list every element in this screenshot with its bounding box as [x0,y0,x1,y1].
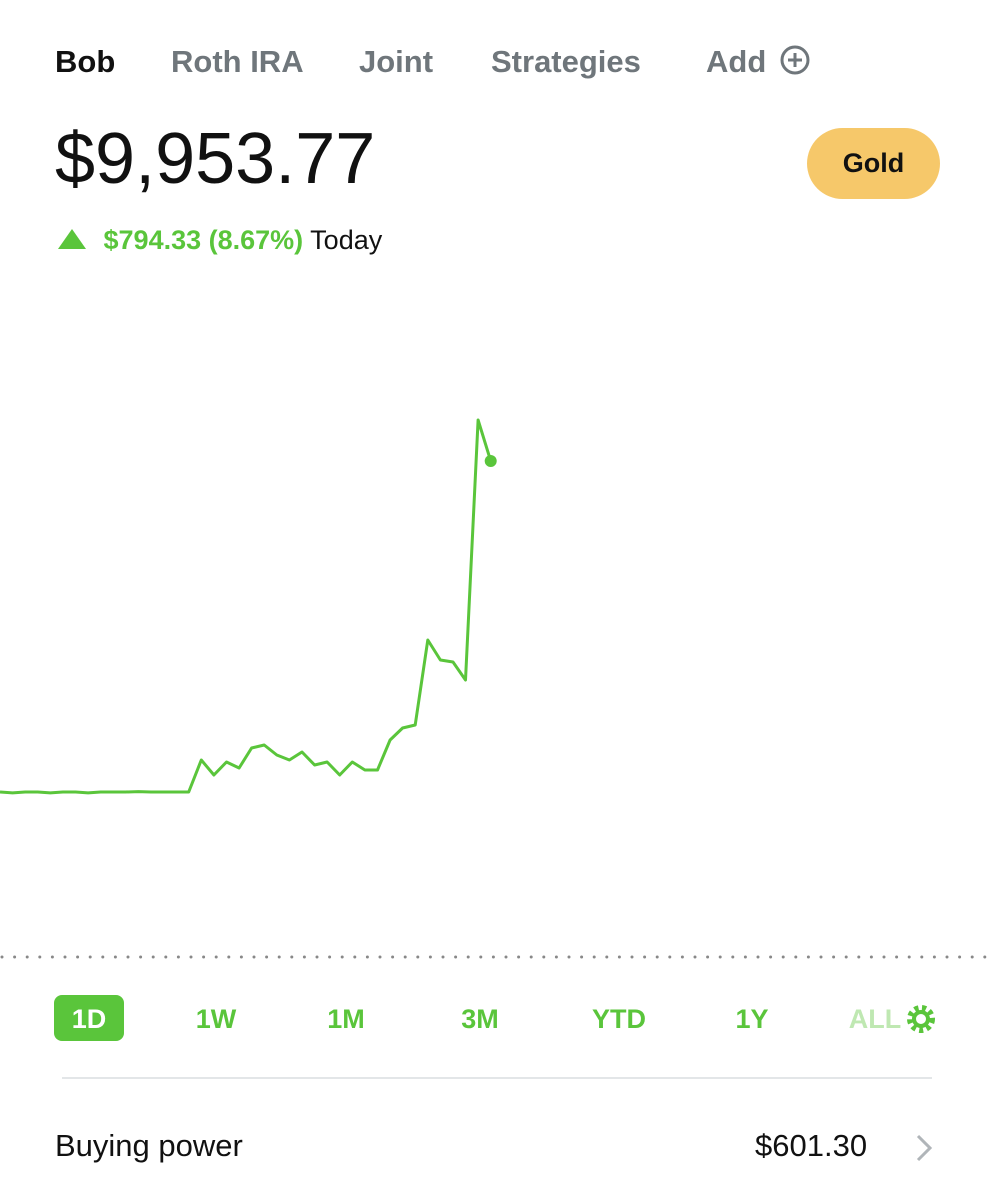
range-selected-bg [54,995,124,1041]
chevron [916,1134,933,1162]
portfolio-line [0,418,493,795]
range-button[interactable]: 1M [327,1004,365,1034]
settings-icon[interactable] [904,1002,938,1036]
change-row: $794.33 (8.67%) Today [58,225,382,256]
range-button[interactable]: ALL [848,1004,902,1034]
balance: $9,953.77 [55,119,376,199]
current-point [484,454,497,467]
divider [62,1077,932,1079]
tab[interactable]: Add [706,44,811,80]
gold-button[interactable]: Gold [807,128,940,199]
up-arrow [58,229,86,249]
range-button[interactable]: 1W [195,1004,237,1034]
tab[interactable]: Roth IRA [171,44,304,79]
tab-label: Add [706,44,767,79]
range-button[interactable]: 1Y [735,1004,769,1034]
add-icon [780,45,810,75]
chart [0,418,994,959]
buying-power-label[interactable]: Buying power [55,1128,243,1163]
range-button[interactable]: 3M [461,1004,499,1034]
tab[interactable]: Joint [359,44,434,79]
tab[interactable]: Bob [55,44,116,79]
buying-power-value[interactable]: $601.30 [755,1128,868,1163]
range-button[interactable]: 1D [71,1004,107,1034]
change-period: Today [310,225,383,255]
change-amount: $794.33 (8.67%) [103,225,304,255]
tab[interactable]: Strategies [491,44,641,79]
range-button[interactable]: YTD [592,1004,646,1034]
